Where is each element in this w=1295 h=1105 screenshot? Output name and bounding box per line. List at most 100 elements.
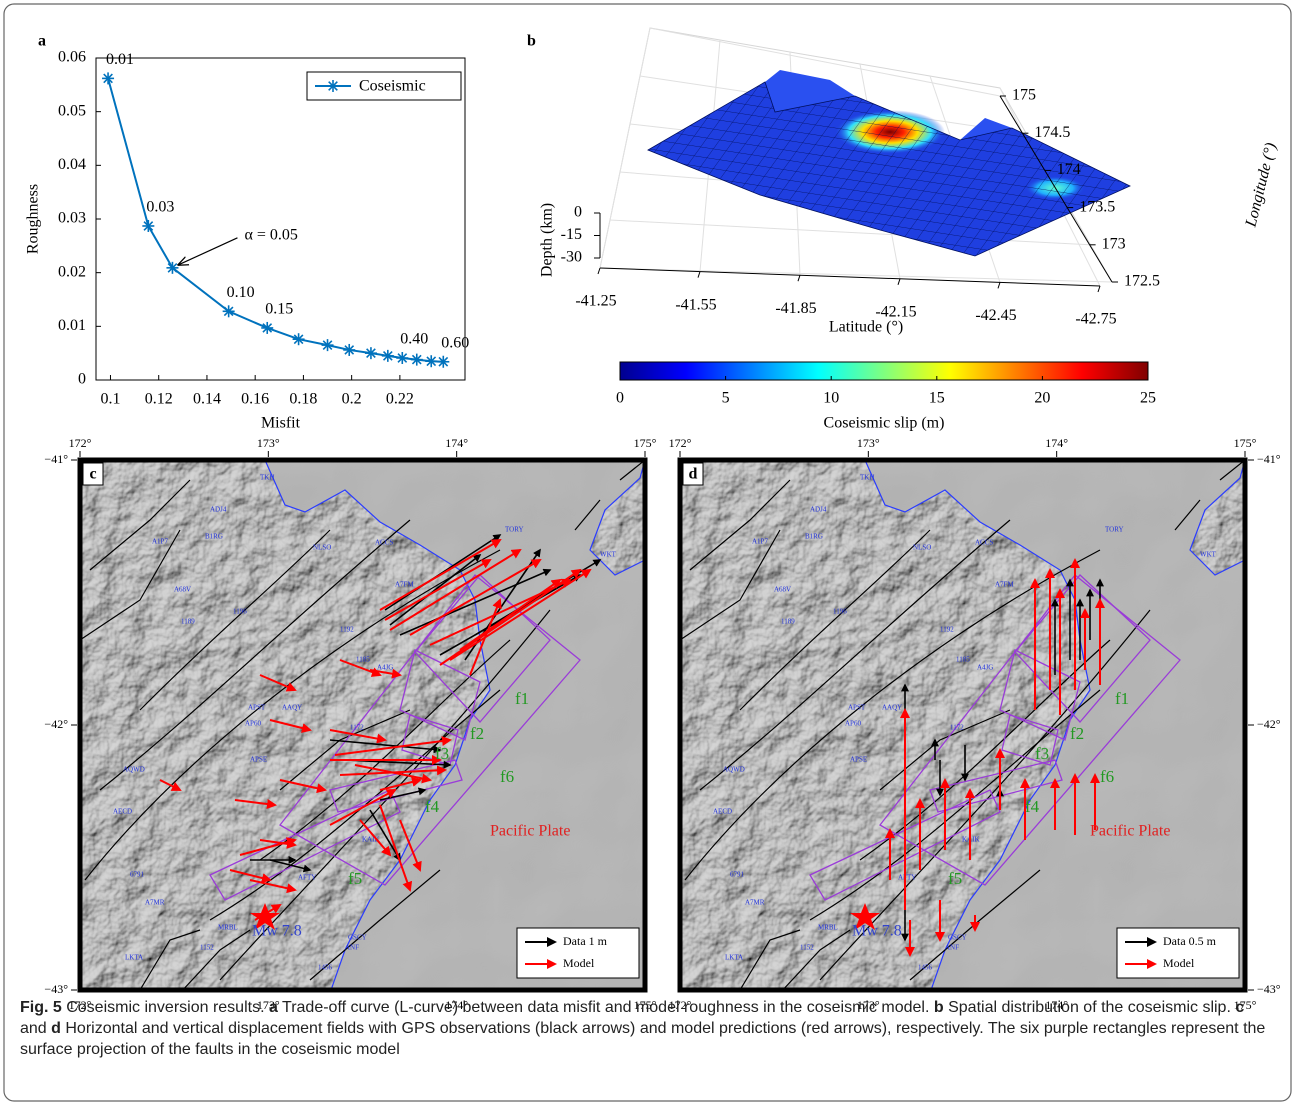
station-label: ANF: [945, 944, 959, 952]
station-label: 1196: [233, 608, 247, 616]
fault-label: f1: [1115, 689, 1129, 708]
station-label: 1192: [340, 626, 354, 634]
station-label: A7FM: [995, 581, 1014, 589]
x-tick-label: -42.75: [1075, 311, 1116, 328]
x-tick-label: -41.55: [675, 296, 716, 313]
x-tick-label: 172°: [669, 436, 692, 450]
caption-text: a: [268, 999, 278, 1016]
fault-label: f4: [425, 797, 440, 816]
slip-surface: [647, 70, 1131, 257]
station-label: NLSO: [313, 544, 331, 552]
x-axis-title: Misfit: [261, 415, 301, 432]
map-frame: [77, 457, 648, 993]
colorbar-tick-label: 10: [823, 390, 839, 407]
active-fault: [309, 869, 441, 981]
marker-stroke: [382, 350, 393, 361]
annotation-arrow: [178, 237, 238, 265]
model-arrow: [459, 578, 562, 651]
fault-plane: [209, 789, 401, 901]
station-label: AQWD: [723, 766, 745, 774]
x-tick-label: 0.1: [100, 391, 120, 408]
panel-label: d: [689, 466, 698, 483]
data-point: [102, 72, 115, 85]
marker-stroke: [366, 348, 376, 359]
x-tick-label: 174°: [445, 436, 468, 450]
active-fault: [181, 929, 251, 990]
x-tick-label: -42.15: [875, 303, 916, 320]
y-tick-label: 175: [1012, 87, 1036, 104]
station-label: A1P7: [752, 538, 768, 546]
colorbar-tick-label: 25: [1140, 390, 1156, 407]
fault-plane: [329, 759, 463, 813]
y-tick-label: 0.03: [58, 210, 86, 227]
z-tick-label: -30: [561, 249, 582, 266]
station-label: 1152: [200, 944, 214, 952]
y-tick-label: 0.06: [58, 49, 86, 66]
fault-label: f4: [1025, 797, 1040, 816]
station-label: AP60: [245, 720, 261, 728]
grid-line: [609, 219, 1090, 246]
panel-label: a: [38, 33, 46, 50]
model-arrow: [439, 568, 582, 666]
y-tick-label: 0.02: [58, 263, 86, 280]
station-label: LKTA: [125, 954, 143, 962]
station-label: AP60: [845, 720, 861, 728]
model-arrow: [384, 559, 492, 621]
station-label: NLSO: [913, 544, 931, 552]
x-tick-label: 173°: [857, 436, 880, 450]
station-label: 1172: [950, 724, 964, 732]
caption-text: c: [1235, 999, 1245, 1016]
fault-label: f3: [1035, 744, 1049, 763]
x-tick-label: 174°: [1045, 436, 1068, 450]
x-tick-label: 0.14: [193, 391, 221, 408]
y-tick-label: 0.04: [58, 156, 86, 173]
data-point: [321, 339, 334, 352]
caption-text: Horizontal and vertical displacement fie…: [20, 1020, 1266, 1058]
caption-text: Fig. 5: [20, 999, 62, 1016]
y-axis-title: Roughness: [25, 184, 42, 254]
model-arrow: [409, 559, 542, 636]
x-tick-label: 173°: [257, 998, 280, 1012]
caption-text: and: [20, 1020, 52, 1037]
y-tick-label: 0.01: [58, 317, 86, 334]
x-tick-label: -42.45: [975, 307, 1016, 324]
active-fault: [259, 639, 511, 861]
panel-label: b: [527, 33, 536, 50]
caption: Fig. 5 Coseismic inversion results. a Tr…: [20, 997, 1270, 1060]
fault-label: f6: [1100, 767, 1114, 786]
station-label: 1456: [918, 964, 933, 972]
x-tick: [597, 267, 601, 275]
observed-arrow: [329, 739, 442, 754]
model-arrow: [239, 837, 297, 856]
fault-label: f3: [435, 744, 449, 763]
map-area: TKH ADJ4 B1RG A1P7 A68V 1196 1189 1192 NLSO ACCS A…: [680, 460, 1245, 990]
x-tick-label: 0.12: [145, 391, 173, 408]
station-label: TKH: [860, 474, 874, 482]
colorbar-tick-label: 15: [929, 390, 945, 407]
legend-box: [306, 71, 462, 101]
active-fault: [739, 529, 931, 711]
y-axis: [999, 95, 1113, 283]
model-arrow: [259, 674, 297, 692]
active-fault: [1174, 499, 1201, 531]
model-arrow: [279, 779, 327, 794]
legend-label: Coseismic: [359, 78, 426, 95]
legend-label: Data 0.5 m: [1163, 934, 1217, 948]
station-label: AECD: [713, 808, 732, 816]
map-frame: [677, 457, 1248, 993]
station-label: AAQY: [282, 704, 302, 712]
fault-label: f2: [470, 724, 484, 743]
legend-box: [1116, 927, 1240, 979]
model-arrow: [234, 799, 277, 809]
model-arrow: [334, 736, 452, 756]
station-label: GSCY: [948, 934, 967, 942]
legend-label: Model: [563, 956, 595, 970]
series-line: [107, 78, 444, 363]
active-fault: [781, 929, 851, 990]
observed-arrow: [269, 859, 312, 873]
x-tick-label: -41.85: [775, 300, 816, 317]
model-arrow: [379, 538, 502, 611]
fault-plane: [1001, 714, 1059, 766]
model-arrow: [449, 568, 592, 661]
